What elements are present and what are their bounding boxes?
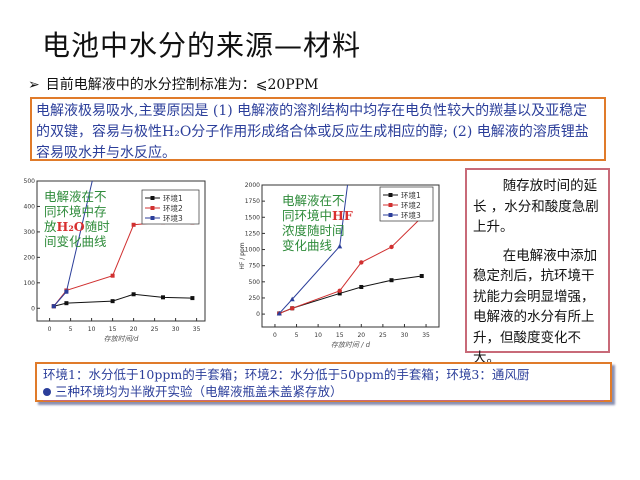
data-point	[110, 299, 115, 304]
x-tick-label: 25	[151, 326, 159, 333]
x-tick-label: 35	[422, 332, 430, 339]
y-tick-label: 2000	[245, 182, 260, 189]
data-point	[289, 296, 295, 302]
conclusion-p1: 随存放时间的延长 ，水分和酸度急剧上升。	[473, 178, 599, 235]
y-tick-label: 1250	[245, 230, 260, 237]
legend-label: 环境1	[401, 190, 421, 200]
y-tick-label: 750	[249, 263, 261, 270]
data-point	[337, 288, 342, 294]
x-tick-label: 10	[88, 326, 96, 333]
conclusion-p2: 在电解液中添加稳定剂后，抗环境干扰能力会明显增强，电解液的水分有所上升，但酸度变…	[473, 247, 598, 367]
x-tick-label: 15	[109, 326, 117, 333]
data-point	[64, 289, 69, 294]
legend-label: 环境2	[163, 203, 183, 213]
legend-label: 环境2	[401, 200, 421, 210]
x-tick-label: 20	[357, 332, 365, 339]
conclusion-box: 随存放时间的延长 ，水分和酸度急剧上升。 在电解液中添加稳定剂后，抗环境干扰能力…	[465, 168, 610, 366]
x-tick-label: 20	[130, 326, 138, 333]
y-tick-label: 500	[24, 178, 36, 185]
chart2-annotation: 电解液在不 同环境中HF 浓度随时间 变化曲线	[282, 193, 353, 253]
y-tick-label: 0	[256, 311, 260, 318]
series-line	[278, 185, 349, 314]
x-axis-label: 存放时间 / d	[331, 341, 371, 349]
data-point	[51, 304, 56, 309]
y-axis-label: HF / ppm	[239, 242, 246, 269]
y-tick-label: 0	[31, 305, 35, 312]
x-axis-label: 存放时间/d	[104, 335, 139, 343]
legend-label: 环境3	[163, 213, 183, 223]
x-tick-label: 15	[336, 332, 344, 339]
x-tick-label: 30	[401, 332, 409, 339]
chart-1: 0 5 10 15 20 25 30 350100200300400500存放时间/d环境1环…	[24, 164, 206, 343]
data-point	[419, 274, 424, 279]
data-point	[110, 273, 115, 278]
y-tick-label: 1000	[245, 247, 260, 254]
y-tick-label: 500	[249, 279, 261, 286]
data-point	[276, 310, 282, 316]
series-line	[53, 293, 193, 307]
y-tick-label: 300	[24, 229, 36, 236]
data-point	[359, 284, 364, 289]
data-point	[290, 306, 295, 311]
environment-box: 环境1：水分低于10ppm的手套箱；环境2：水分低于50ppm的手套箱；环境3：…	[35, 362, 612, 402]
data-point	[337, 291, 342, 296]
slide-title: 电池中水分的来源—材料	[42, 29, 362, 62]
series-line	[279, 216, 423, 314]
chart1-annotation: 电解液在不 同环境中存 放H₂O随时 间变化曲线	[44, 189, 110, 249]
legend-label: 环境3	[401, 210, 421, 220]
data-point	[337, 243, 343, 249]
data-point	[94, 164, 98, 168]
bullet-point: ➢ 目前电解液中的水分控制标准为：⩽20PPM	[28, 74, 318, 94]
data-point	[359, 260, 364, 265]
x-tick-label: 0	[273, 332, 277, 339]
y-tick-label: 400	[24, 203, 36, 210]
x-tick-label: 25	[379, 332, 387, 339]
data-point	[64, 301, 69, 306]
y-tick-label: 250	[249, 295, 261, 302]
explanation-box: 电解液极易吸水,主要原因是 (1) 电解液的溶剂结构中均存在电负性较大的羰基以及…	[30, 97, 606, 161]
data-point	[346, 176, 351, 181]
x-tick-label: 35	[193, 326, 201, 333]
environment-line1: 环境1：水分低于10ppm的手套箱；环境2：水分低于50ppm的手套箱；环境3：…	[43, 367, 530, 382]
data-point	[161, 295, 165, 300]
data-point	[131, 292, 136, 297]
x-tick-label: 5	[295, 332, 299, 339]
environment-line2: 三种环境均为半敞开实验（电解液瓶盖未盖紧存放）	[43, 383, 604, 401]
arrow-bullet-icon: ➢	[28, 77, 40, 93]
data-point	[389, 244, 394, 250]
y-tick-label: 1500	[245, 214, 260, 221]
data-point	[389, 278, 394, 283]
chart-2: 0 5 10 15 20 25 30 35 0 250 500 750 1000 1250 1500 1750…	[239, 176, 440, 349]
y-tick-label: 1750	[245, 198, 260, 205]
y-tick-label: 100	[24, 280, 36, 287]
bullet-text: 目前电解液中的水分控制标准为：⩽20PPM	[45, 77, 319, 93]
x-tick-label: 10	[314, 332, 322, 339]
x-tick-label: 30	[172, 326, 180, 333]
x-tick-label: 0	[48, 326, 52, 333]
x-tick-label: 5	[69, 326, 73, 333]
data-point	[190, 296, 195, 301]
y-tick-label: 200	[24, 254, 36, 261]
data-point	[131, 222, 136, 227]
bullet-dot-icon	[43, 388, 51, 396]
legend-label: 环境1	[163, 193, 183, 203]
